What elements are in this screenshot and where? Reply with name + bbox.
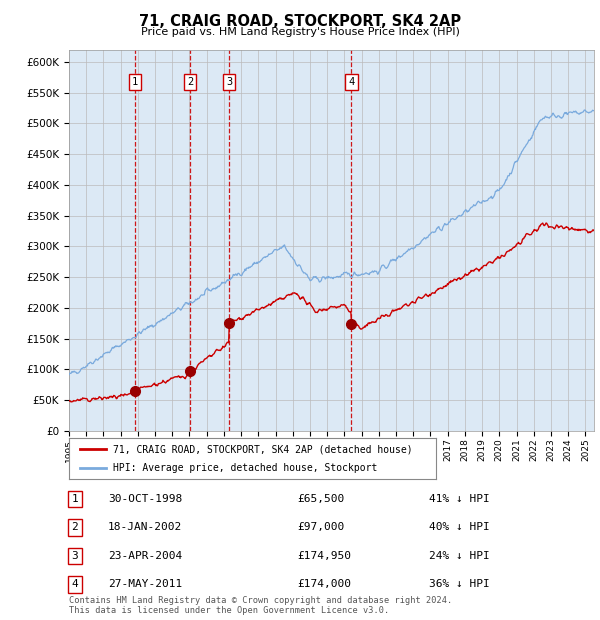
Text: 18-JAN-2002: 18-JAN-2002 [108, 523, 182, 533]
Text: 23-APR-2004: 23-APR-2004 [108, 551, 182, 561]
Text: 3: 3 [71, 551, 79, 561]
Text: £174,000: £174,000 [297, 580, 351, 590]
Text: 2: 2 [71, 523, 79, 533]
Text: 1: 1 [71, 494, 79, 504]
Text: HPI: Average price, detached house, Stockport: HPI: Average price, detached house, Stoc… [113, 463, 377, 473]
Text: Price paid vs. HM Land Registry's House Price Index (HPI): Price paid vs. HM Land Registry's House … [140, 27, 460, 37]
Text: 4: 4 [71, 580, 79, 590]
Text: 71, CRAIG ROAD, STOCKPORT, SK4 2AP (detached house): 71, CRAIG ROAD, STOCKPORT, SK4 2AP (deta… [113, 444, 413, 454]
Text: £65,500: £65,500 [297, 494, 344, 504]
Text: 36% ↓ HPI: 36% ↓ HPI [429, 580, 490, 590]
Text: £97,000: £97,000 [297, 523, 344, 533]
Text: 71, CRAIG ROAD, STOCKPORT, SK4 2AP: 71, CRAIG ROAD, STOCKPORT, SK4 2AP [139, 14, 461, 29]
Text: 24% ↓ HPI: 24% ↓ HPI [429, 551, 490, 561]
Text: 30-OCT-1998: 30-OCT-1998 [108, 494, 182, 504]
Text: 4: 4 [349, 77, 355, 87]
Text: 41% ↓ HPI: 41% ↓ HPI [429, 494, 490, 504]
Text: £174,950: £174,950 [297, 551, 351, 561]
Text: 40% ↓ HPI: 40% ↓ HPI [429, 523, 490, 533]
Text: 2: 2 [187, 77, 193, 87]
Text: Contains HM Land Registry data © Crown copyright and database right 2024.
This d: Contains HM Land Registry data © Crown c… [69, 596, 452, 615]
Text: 1: 1 [132, 77, 138, 87]
Text: 3: 3 [226, 77, 232, 87]
Text: 27-MAY-2011: 27-MAY-2011 [108, 580, 182, 590]
